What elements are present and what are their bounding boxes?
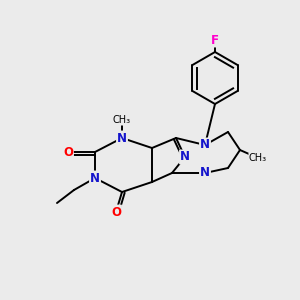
Text: CH₃: CH₃ [249, 153, 267, 163]
Text: N: N [200, 139, 210, 152]
Text: O: O [111, 206, 121, 218]
Text: N: N [180, 151, 190, 164]
Text: N: N [200, 167, 210, 179]
Text: F: F [211, 34, 219, 46]
Text: O: O [63, 146, 73, 158]
Text: CH₃: CH₃ [113, 115, 131, 125]
Text: N: N [117, 131, 127, 145]
Text: N: N [90, 172, 100, 184]
